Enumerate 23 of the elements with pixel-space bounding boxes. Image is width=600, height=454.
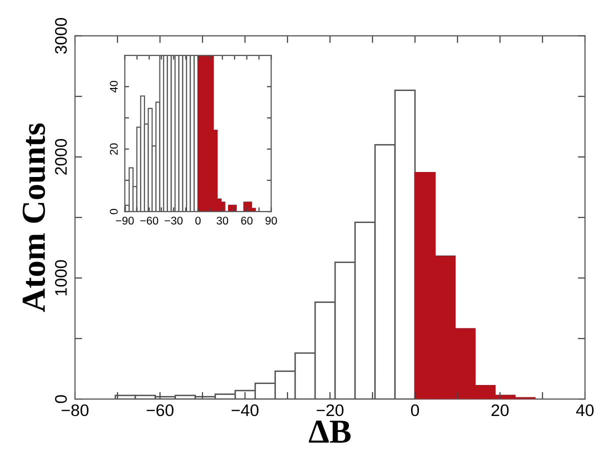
x-tick-label: −90 [116, 216, 134, 225]
x-tick-label: −60 [140, 216, 158, 225]
y-tick-label: 3000 [55, 18, 67, 54]
x-tick-label: −60 [146, 404, 174, 416]
x-tick-label: 30 [216, 216, 228, 225]
x-tick-label: 40 [576, 404, 594, 416]
x-tick-label: 90 [266, 216, 277, 225]
x-tick-label: 0 [195, 216, 201, 225]
y-tick-label: 0 [110, 208, 118, 214]
x-tick-label: 20 [492, 404, 509, 416]
x-tick-label: −20 [316, 404, 344, 416]
y-tick-label: 2000 [55, 139, 67, 175]
y-axis-title: Atom Counts [22, 123, 46, 312]
x-axis-title: ΔB [308, 420, 351, 443]
y-tick-label: 40 [110, 80, 118, 93]
x-tick-label: 0 [411, 404, 419, 416]
x-tick-label: 60 [241, 216, 253, 225]
y-tick-label: 1000 [55, 260, 67, 296]
x-tick-label: −40 [232, 404, 258, 416]
x-tick-label: −80 [62, 404, 88, 416]
y-tick-label: 20 [110, 143, 118, 155]
y-tick-label: 0 [55, 395, 67, 404]
x-tick-label: −30 [164, 216, 183, 225]
